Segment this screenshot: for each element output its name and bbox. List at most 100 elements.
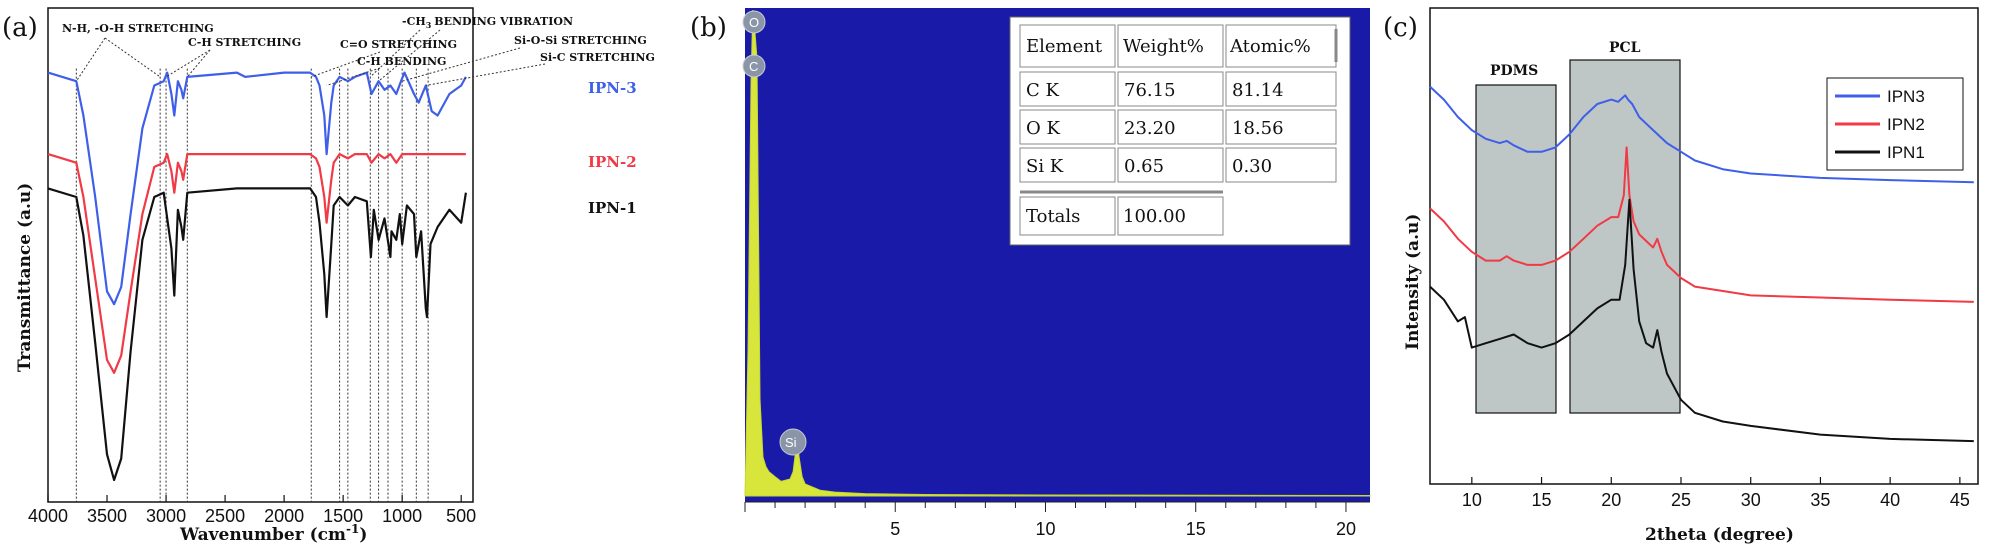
panel-a-ftir: (a) 4000 3500 3000 2500 2000 1500 1000 500 Wave…	[2, 7, 655, 545]
x-tick-label: 25	[1671, 490, 1691, 510]
annotation-co-stretching: C=O STRETCHING	[340, 38, 457, 51]
panel-b-x-ticks: 5 10 15 20	[744, 501, 1370, 539]
annotation-ch3-bending-vibration: -CH3 BENDING VIBRATION	[402, 15, 573, 30]
series-label-ipn3: IPN-3	[588, 79, 637, 97]
table-cell	[1019, 71, 1116, 107]
svg-text:C: C	[749, 59, 758, 74]
panel-c-xrd: (c) PDMS PCL 10 15 20 25 30 35 40 45 2theta (de…	[1383, 7, 1979, 545]
panel-c-y-title: Intensity (a.u)	[1403, 214, 1423, 350]
panel-c-series	[1429, 85, 1974, 443]
annotation-ch-stretching: C-H STRETCHING	[188, 36, 301, 49]
peak-marker-c: C	[742, 54, 766, 78]
table-cell-value: 76.15	[1124, 80, 1176, 101]
series-line-ipn-1	[47, 187, 467, 482]
panel-a-guide-lines	[75, 68, 429, 502]
table-rows: C K 76.15 81.14 O K 23.20 18.56 Si K 0.65 0.30	[1019, 71, 1337, 183]
legend-label-ipn2: IPN2	[1887, 115, 1925, 134]
x-tick-label: 10	[1462, 490, 1482, 510]
table-header-atomic: Atomic%	[1229, 36, 1311, 57]
svg-text:O: O	[749, 15, 759, 30]
annotation-leader	[311, 51, 381, 78]
table-header-element: Element	[1026, 36, 1103, 57]
panel-c-x-ticks: 10 15 20 25 30 35 40 45	[1462, 477, 1970, 510]
table-header-weight: Weight%	[1123, 36, 1204, 57]
x-tick-label: 15	[1532, 490, 1552, 510]
table-cell-value: O K	[1026, 118, 1060, 139]
table-totals-label: Totals	[1026, 206, 1080, 227]
x-tick-label: 15	[1186, 519, 1206, 539]
annotation-leader	[75, 37, 106, 82]
table-totals-value: 100.00	[1123, 206, 1186, 227]
legend-label-ipn1: IPN1	[1887, 143, 1925, 162]
panel-a-x-ticks: 4000 3500 3000 2500 2000 1500 1000 500	[28, 495, 476, 526]
x-tick-label: 3000	[146, 506, 186, 526]
annotation-nh-oh-stretching: N-H, -O-H STRETCHING	[62, 22, 214, 35]
peak-marker-o: O	[742, 10, 766, 34]
table-cell-value: 81.14	[1232, 80, 1284, 101]
annotation-leader	[425, 63, 546, 86]
annotation-leader	[326, 67, 381, 86]
table-header-cell	[1019, 24, 1116, 68]
table-cell-value: 0.65	[1124, 156, 1164, 177]
panel-b-eds: (b) 5 10 15 20 O C Si Element Weight% Atomi…	[690, 8, 1371, 539]
x-tick-label: 20	[1601, 490, 1621, 510]
table-totals-cell	[1019, 196, 1116, 236]
pcl-box-label: PCL	[1609, 40, 1641, 56]
svg-text:Si: Si	[785, 435, 797, 450]
x-tick-label: 20	[1336, 519, 1356, 539]
panel-a-annotation-leaders	[75, 29, 546, 86]
x-tick-label: 1000	[382, 506, 422, 526]
x-tick-label: 35	[1810, 490, 1830, 510]
annotation-leader	[378, 29, 441, 82]
legend: IPN3 IPN2 IPN1	[1826, 77, 1964, 171]
table-cell-value: 18.56	[1232, 118, 1284, 139]
peak-marker-si: Si	[779, 428, 807, 456]
table-totals-cell	[1117, 196, 1224, 236]
x-tick-label: 2500	[205, 506, 245, 526]
panel-a-x-title: Wavenumber (cm-1)	[179, 522, 367, 545]
table-cell	[1225, 147, 1337, 183]
panel-c-frame	[1429, 7, 1979, 485]
series-label-ipn2: IPN-2	[588, 153, 637, 171]
composition-table: Element Weight% Atomic% C K 76.15 81.14 O K…	[1009, 16, 1351, 246]
panel-c-x-title: 2theta (degree)	[1645, 525, 1794, 545]
x-tick-label: 3500	[87, 506, 127, 526]
table-cell	[1117, 147, 1224, 183]
x-tick-label: 10	[1035, 519, 1055, 539]
annotation-leader	[186, 49, 211, 78]
panel-a-frame	[47, 7, 474, 503]
panel-b-letter: (b)	[690, 13, 727, 43]
series-label-ipn1: IPN-1	[588, 199, 637, 217]
table-cell-value: 0.30	[1232, 156, 1272, 177]
series-line-ipn3	[1429, 85, 1974, 184]
series-line-ipn2	[1429, 146, 1974, 303]
table-cell-value: C K	[1026, 80, 1059, 101]
x-tick-label: 4000	[28, 506, 68, 526]
table-cell	[1225, 109, 1337, 145]
panel-a-letter: (a)	[2, 13, 38, 43]
x-tick-label: 2000	[264, 506, 304, 526]
table-header-cell	[1117, 24, 1224, 68]
series-line-ipn-2	[47, 153, 466, 374]
annotation-leader	[402, 47, 521, 82]
x-tick-label: 5	[890, 519, 900, 539]
series-line-ipn1	[1429, 198, 1974, 443]
table-cell	[1117, 71, 1224, 107]
pdms-box-label: PDMS	[1490, 63, 1538, 79]
x-tick-label: 40	[1880, 490, 1900, 510]
panel-a-series	[47, 71, 467, 482]
table-cell	[1225, 71, 1337, 107]
table-cell	[1117, 109, 1224, 145]
pdms-region-box	[1475, 84, 1557, 414]
panel-a-y-title: Transmittance (a.u)	[15, 183, 35, 372]
legend-label-ipn3: IPN3	[1887, 87, 1925, 106]
x-tick-label: 500	[446, 506, 476, 526]
annotation-siosi-stretching: Si-O-Si STRETCHING	[514, 34, 647, 47]
table-cell-value: 23.20	[1124, 118, 1176, 139]
annotation-sic-stretching: Si-C STRETCHING	[540, 51, 655, 64]
x-tick-label: 45	[1950, 490, 1970, 510]
annotation-leader	[104, 37, 161, 78]
annotation-leader	[165, 49, 211, 78]
annotation-leader	[369, 29, 421, 78]
